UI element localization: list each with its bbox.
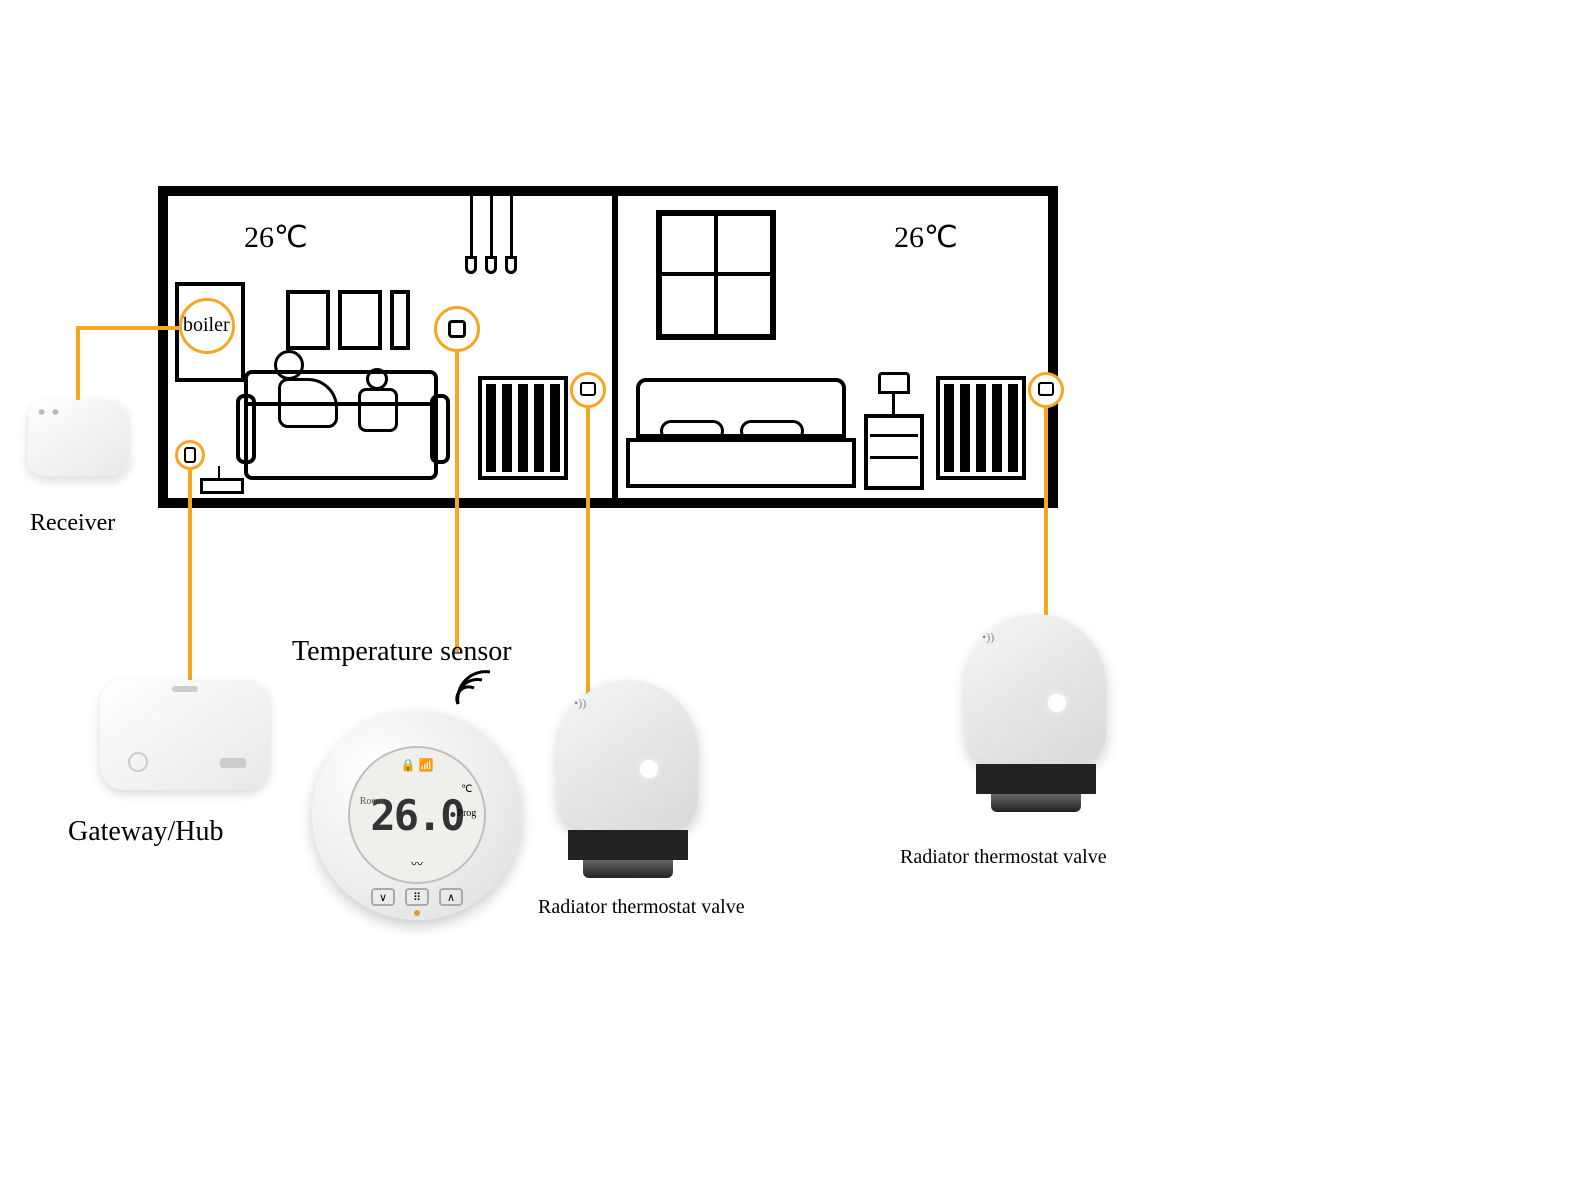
window-mullion-h [662, 272, 772, 276]
gateway-marker-inner [184, 447, 196, 463]
room-divider [612, 196, 618, 502]
bed-mattress [626, 438, 856, 488]
pendant-bulb-2 [485, 256, 497, 274]
pendant-stem-2 [490, 196, 493, 256]
nightstand-drawer-1 [870, 434, 918, 437]
gateway-device [100, 680, 270, 790]
pendant-stem-1 [470, 196, 473, 256]
up-button[interactable]: ∧ [439, 888, 463, 906]
wall-art-3 [390, 290, 410, 350]
pendant-bulb-1 [465, 256, 477, 274]
person-child-body [358, 388, 398, 432]
connector-trv2-v [1044, 408, 1048, 620]
router-box [200, 478, 244, 494]
room-label: Room [360, 796, 384, 807]
nightstand [864, 414, 924, 490]
connector-boiler-v [76, 326, 80, 400]
trv1-marker-inner [580, 382, 596, 396]
nightstand-drawer-2 [870, 456, 918, 459]
sofa [244, 400, 438, 480]
trv2-label: Radiator thermostat valve [900, 846, 1107, 869]
pendant-bulb-3 [505, 256, 517, 274]
wall-art-1 [286, 290, 330, 350]
sofa-arm-left [236, 394, 256, 464]
down-button[interactable]: ∨ [371, 888, 395, 906]
trv2-marker-inner [1038, 382, 1054, 396]
lamp-shade [878, 372, 910, 394]
gateway-label: Gateway/Hub [68, 816, 224, 848]
trv1-label: Radiator thermostat valve [538, 896, 745, 919]
person-child [366, 368, 388, 390]
menu-button[interactable]: ⠿ [405, 888, 429, 906]
lamp-stem [892, 394, 895, 414]
radiator-right [936, 376, 1026, 480]
person-adult [274, 350, 304, 380]
left-room-temp: 26℃ [244, 220, 308, 255]
temp-sensor-label: Temperature sensor [292, 636, 512, 668]
sofa-back [244, 370, 438, 406]
mode-label: Prog [457, 808, 476, 819]
thermostat-device: 🔒 📶 Room 26.0 ℃ Prog 〰 ∨ ⠿ ∧ [312, 710, 522, 920]
connector-trv1-v [586, 408, 590, 698]
window-mullion-v [714, 216, 718, 336]
sofa-arm-right [430, 394, 450, 464]
thermostat-temp: 26.0 [370, 791, 463, 840]
trv2-device: •)) [966, 614, 1106, 812]
receiver-label: Receiver [30, 510, 115, 537]
trv1-device: •)) [558, 680, 698, 878]
pillow-1 [660, 420, 724, 442]
router-antenna [218, 466, 220, 478]
wall-art-2 [338, 290, 382, 350]
boiler-label: boiler [183, 314, 230, 337]
receiver-device [27, 400, 130, 476]
pillow-2 [740, 420, 804, 442]
connector-tempsensor-v [455, 352, 459, 652]
radiator-left [478, 376, 568, 480]
wifi-icon [452, 666, 496, 710]
unit-label: ℃ [461, 784, 472, 795]
pendant-stem-3 [510, 196, 513, 256]
connector-boiler-h [76, 326, 180, 330]
right-room-temp: 26℃ [894, 220, 958, 255]
connector-gateway-v [188, 470, 192, 700]
temp-sensor-inner [448, 320, 466, 338]
